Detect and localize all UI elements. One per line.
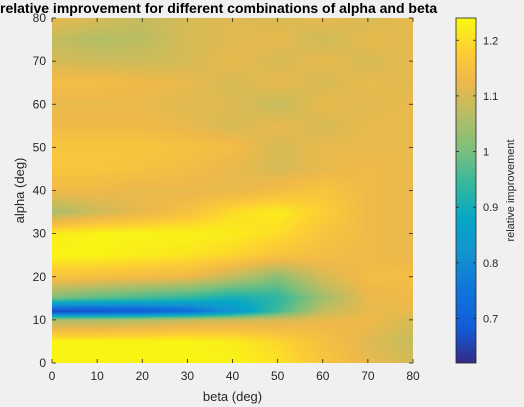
colorbar-tick-label: 0.7 — [483, 313, 498, 325]
x-tick-label: 50 — [271, 369, 285, 383]
colorbar-ticks — [455, 17, 477, 364]
colorbar-tick-label: 0.8 — [483, 258, 498, 270]
y-tick-label: 20 — [33, 270, 47, 284]
colorbar-tick-label: 0.9 — [483, 202, 498, 214]
colorbar: 0.7 0.8 0.9 1 1.1 1.2 relative improvement — [455, 17, 517, 364]
heatmap-image-container — [52, 18, 413, 363]
y-axis-label: alpha (deg) — [12, 158, 27, 224]
x-tick-label: 60 — [316, 369, 330, 383]
x-tick-label: 30 — [181, 369, 195, 383]
heatmap-image — [52, 18, 413, 363]
x-tick-label: 0 — [49, 369, 56, 383]
colorbar-tick-labels: 0.7 0.8 0.9 1 1.1 1.2 — [483, 35, 498, 325]
axes-ticks — [51, 17, 414, 364]
colorbar-frame — [455, 17, 477, 364]
colorbar-gradient — [456, 18, 476, 363]
x-axis-label: beta (deg) — [203, 389, 262, 404]
y-tick-label: 30 — [33, 227, 47, 241]
colorbar-label: relative improvement — [505, 139, 517, 241]
axes-tick-labels: 0 10 20 30 40 50 60 70 80 0 10 20 30 40 50 60 70 80 — [33, 11, 420, 383]
y-tick-label: 80 — [33, 11, 47, 25]
colorbar-tick-label: 1.1 — [483, 91, 498, 103]
heatmap-axes: 0 10 20 30 40 50 60 70 80 0 10 20 30 40 50 60 70 80 beta … — [12, 11, 420, 404]
y-tick-label: 60 — [33, 97, 47, 111]
x-tick-label: 10 — [90, 369, 104, 383]
chart-title: relative improvement for different combi… — [0, 0, 437, 16]
colorbar-image-container — [456, 18, 476, 363]
x-tick-label: 70 — [361, 369, 375, 383]
y-tick-label: 40 — [33, 184, 47, 198]
colorbar-tick-label: 1.2 — [483, 35, 498, 47]
x-tick-label: 20 — [136, 369, 150, 383]
y-tick-label: 0 — [39, 356, 46, 370]
y-tick-label: 10 — [33, 313, 47, 327]
colorbar-tick-label: 1 — [483, 147, 489, 159]
x-tick-label: 80 — [406, 369, 420, 383]
y-tick-label: 50 — [33, 140, 47, 154]
x-tick-label: 40 — [226, 369, 240, 383]
y-tick-label: 70 — [33, 54, 47, 68]
